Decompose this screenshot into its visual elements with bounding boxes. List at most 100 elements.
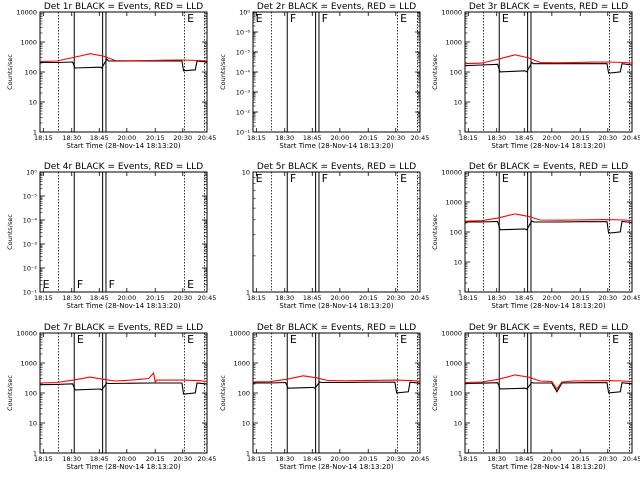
y-tick-label: 100 [450,390,462,398]
y-tick-label: 1 [458,450,462,458]
x-tick-label: 20:30 [173,455,192,463]
x-tick-label: 20:30 [386,294,405,302]
flag-label: E [400,12,407,25]
detector-panel-4: Det 4r BLACK = Events, RED = LLD18:15 18:… [6,162,216,310]
events-series-line [40,383,207,394]
flag-label: E [502,172,509,185]
flag-label: E [43,278,50,291]
x-tick-label: 18:30 [487,455,506,463]
flag-label: F [322,12,328,25]
x-tick-label: 20:00 [330,294,349,302]
events-series-line [465,221,632,233]
y-tick-label: 1000 [20,360,37,368]
x-tick-label: 18:45 [90,455,109,463]
x-axis-label: Start Time (28-Nov-14 18:13:20) [491,142,605,150]
y-axis-label: Counts/sec [6,214,14,250]
flag-label: E [400,333,407,346]
plot-frame [465,333,632,453]
x-tick-label: 20:15 [359,455,378,463]
y-tick-label: 10⁻¹ [236,129,251,137]
x-tick-label: 20:15 [571,134,590,142]
flag-label: E [502,333,509,346]
flag-label: E [290,333,297,346]
panel-title: Det 6r BLACK = Events, RED = LLD [469,162,628,172]
y-tick-label: 100 [25,69,37,77]
x-axis-label: Start Time (28-Nov-14 18:13:20) [66,142,180,150]
x-tick-label: 20:15 [359,294,378,302]
y-axis-label: Counts/sec [6,54,14,90]
y-tick-label: 10 [242,169,250,177]
y-tick-label: 100 [25,390,37,398]
y-tick-label: 100 [450,229,462,237]
y-tick-label: 10000 [229,330,250,338]
y-tick-label: 10⁻¹ [23,289,38,297]
y-tick-label: 100 [238,390,250,398]
x-tick-label: 20:45 [198,134,217,142]
x-tick-label: 20:45 [411,134,430,142]
y-tick-label: 1000 [445,199,462,207]
y-tick-label: 10⁻³ [23,241,38,249]
x-tick-label: 20:30 [598,294,617,302]
detector-panel-9: Det 9r BLACK = Events, RED = LLD 18:15 18:… [431,323,640,471]
x-tick-label: 20:30 [386,455,405,463]
x-tick-label: 18:30 [487,134,506,142]
y-tick-label: 10⁻⁵ [23,193,38,201]
x-axis-label: Start Time (28-Nov-14 18:13:20) [279,463,393,471]
x-tick-label: 20:15 [146,134,165,142]
x-axis-label: Start Time (28-Nov-14 18:13:20) [491,463,605,471]
y-tick-label: 10⁰ [26,169,37,177]
x-tick-label: 20:15 [146,455,165,463]
y-tick-label: 10000 [16,9,37,17]
x-tick-label: 20:45 [411,455,430,463]
y-axis-label: Counts/sec [219,375,227,411]
y-tick-label: 1 [458,289,462,297]
flag-label: E [612,12,619,25]
y-tick-label: 1 [246,289,250,297]
y-tick-label: 10⁻⁶ [236,29,251,37]
flag-label: E [187,333,194,346]
y-tick-label: 100 [450,69,462,77]
x-tick-label: 18:30 [487,294,506,302]
x-tick-label: 20:00 [330,455,349,463]
x-tick-label: 18:45 [90,294,109,302]
detector-panel-5: Det 5r BLACK = Events, RED = LLD 18:15 18:… [242,162,430,310]
lld-series-line [253,376,420,382]
x-tick-label: 18:45 [303,294,322,302]
events-series-line [253,382,420,393]
detector-panel-7: Det 7r BLACK = Events, RED = LLD 18:15 18:… [6,323,216,471]
plot-frame [253,172,420,292]
x-tick-label: 20:30 [598,455,617,463]
y-tick-label: 1 [33,129,37,137]
y-tick-label: 10000 [441,330,462,338]
y-tick-label: 1000 [445,360,462,368]
x-tick-label: 20:00 [117,294,136,302]
x-tick-label: 20:45 [198,294,217,302]
x-tick-label: 20:30 [173,294,192,302]
panel-title: Det 5r BLACK = Events, RED = LLD [257,162,416,172]
y-tick-label: 1 [458,129,462,137]
y-axis-label: Counts/sec [431,54,439,90]
x-tick-label: 18:30 [275,294,294,302]
y-tick-label: 10000 [441,9,462,17]
y-tick-label: 10⁻⁴ [236,69,251,77]
plot-frame [253,12,420,132]
x-tick-label: 18:45 [303,455,322,463]
y-tick-label: 1000 [20,39,37,47]
y-axis-label: Counts/sec [219,54,227,90]
flag-label: F [109,278,115,291]
panel-title: Det 7r BLACK = Events, RED = LLD [44,323,203,333]
flag-label: E [187,278,194,291]
y-tick-label: 10 [454,259,462,267]
x-axis-label: Start Time (28-Nov-14 18:13:20) [491,302,605,310]
x-tick-label: 20:00 [117,455,136,463]
x-tick-label: 18:30 [275,455,294,463]
plot-frame [465,12,632,132]
x-tick-label: 20:30 [598,134,617,142]
y-tick-label: 10⁻² [23,265,38,273]
flag-label: E [400,172,407,185]
y-tick-label: 10⁰ [239,9,250,17]
lld-series-line [40,373,207,383]
flag-label: F [77,278,83,291]
y-tick-label: 10⁻³ [236,89,251,97]
